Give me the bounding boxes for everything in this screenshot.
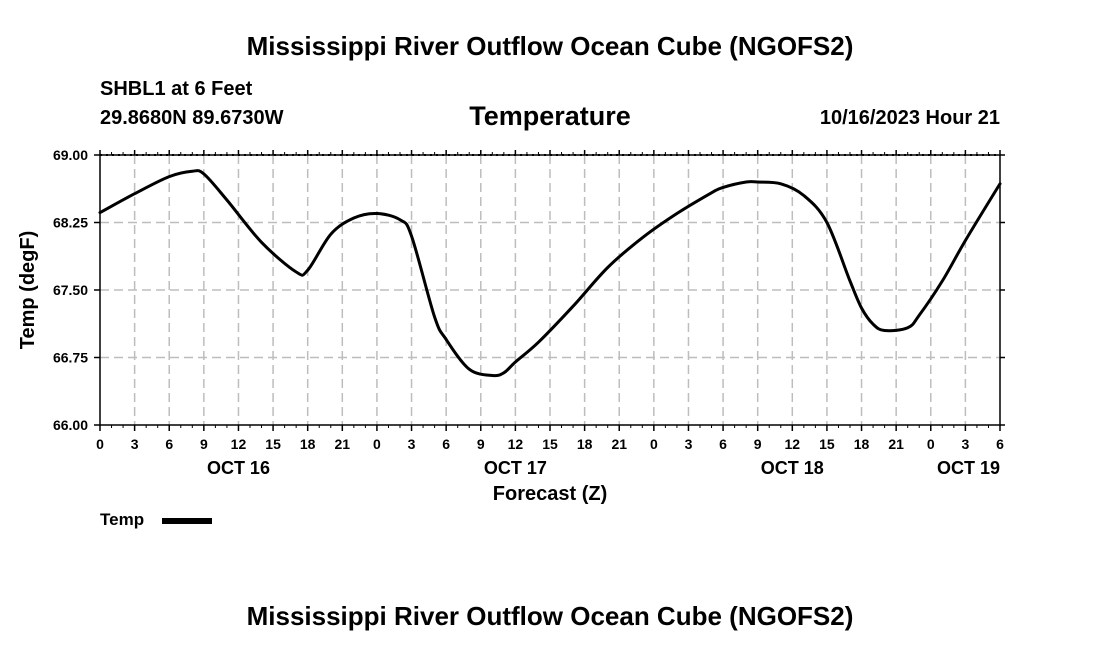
day-label: OCT 17: [484, 458, 547, 478]
x-axis-label: Forecast (Z): [493, 483, 607, 505]
x-tick-label: 21: [611, 436, 627, 452]
x-tick-label: 0: [650, 436, 658, 452]
x-tick-label: 6: [996, 436, 1004, 452]
series-group: [98, 169, 1002, 378]
x-tick-label: 6: [442, 436, 450, 452]
y-tick-label: 66.75: [53, 350, 88, 366]
footer-title: Mississippi River Outflow Ocean Cube (NG…: [247, 601, 854, 631]
y-tick-label: 66.00: [53, 417, 88, 433]
y-tick-label: 68.25: [53, 215, 88, 231]
y-tick-label: 67.50: [53, 282, 88, 298]
x-tick-label: 15: [819, 436, 835, 452]
series-line-temp: [98, 169, 1002, 378]
x-tick-label: 3: [685, 436, 693, 452]
x-tick-label: 12: [231, 436, 247, 452]
legend-label: Temp: [100, 510, 144, 529]
x-tick-label: 6: [719, 436, 727, 452]
x-tick-label: 21: [888, 436, 904, 452]
day-labels: OCT 16 OCT 17 OCT 18 OCT 19: [207, 458, 1000, 478]
x-tick-label: 9: [754, 436, 762, 452]
axis-ticks: [94, 150, 1005, 431]
x-tick-labels: 0 3 6 9 12 15 18 21 0 3 6 9 12 15 18 21 0 3 6 9 12 15 18 21 0 3 6: [96, 436, 1004, 452]
x-tick-label: 9: [477, 436, 485, 452]
x-tick-label: 18: [577, 436, 593, 452]
x-tick-label: 0: [927, 436, 935, 452]
x-tick-label: 12: [785, 436, 801, 452]
forecast-datetime: 10/16/2023 Hour 21: [820, 107, 1000, 129]
x-tick-label: 18: [300, 436, 316, 452]
station-label: SHBL1 at 6 Feet: [100, 78, 253, 100]
chart-title: Mississippi River Outflow Ocean Cube (NG…: [247, 31, 854, 61]
station-coordinates: 29.8680N 89.6730W: [100, 107, 284, 129]
y-tick-labels: 66.00 66.75 67.50 68.25 69.00: [53, 147, 88, 433]
x-tick-label: 21: [335, 436, 351, 452]
y-axis-label: Temp (degF): [17, 231, 39, 350]
grid-lines: [100, 155, 1000, 425]
parameter-title: Temperature: [469, 101, 631, 131]
x-tick-label: 0: [96, 436, 104, 452]
x-tick-label: 9: [200, 436, 208, 452]
x-tick-label: 15: [265, 436, 281, 452]
day-label: OCT 19: [937, 458, 1000, 478]
day-label: OCT 16: [207, 458, 270, 478]
x-tick-label: 6: [165, 436, 173, 452]
x-tick-label: 12: [508, 436, 524, 452]
day-label: OCT 18: [761, 458, 824, 478]
x-tick-label: 3: [131, 436, 139, 452]
x-tick-label: 3: [961, 436, 969, 452]
x-tick-label: 3: [408, 436, 416, 452]
x-tick-label: 15: [542, 436, 558, 452]
x-tick-label: 18: [854, 436, 870, 452]
y-tick-label: 69.00: [53, 147, 88, 163]
x-tick-label: 0: [373, 436, 381, 452]
